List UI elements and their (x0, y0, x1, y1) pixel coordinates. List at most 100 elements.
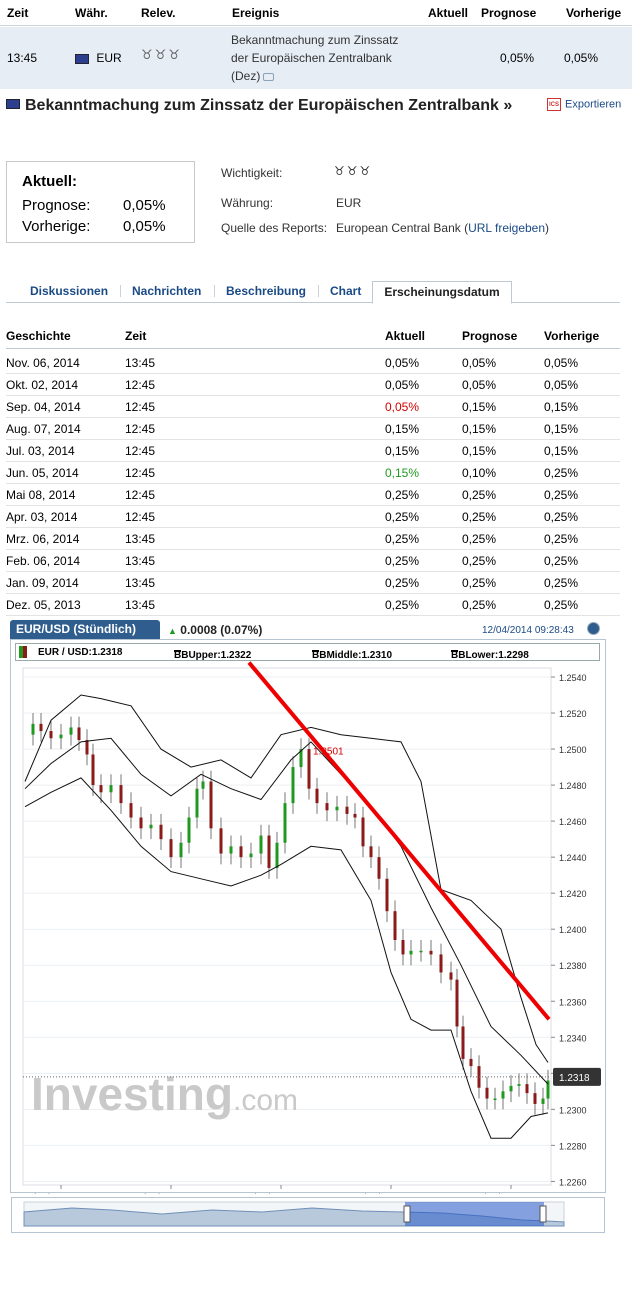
x-tick-label: 12/01/2014 14:00 (242, 1193, 320, 1194)
tab-news[interactable]: Nachrichten (132, 284, 202, 298)
candle (517, 1084, 521, 1086)
event-name[interactable]: Bekanntmachung zum Zinssatz der Europäis… (231, 31, 398, 85)
chart-symbol-tab[interactable]: EUR/USD (Stündlich) (10, 620, 160, 639)
bb-lower-line (24, 777, 549, 1139)
bull-importance-icon: ♉♉♉ (334, 164, 373, 178)
tab-release-dates[interactable]: Erscheinungsdatum (372, 281, 512, 304)
y-tick-label: 1.2360 (559, 997, 587, 1007)
candle (335, 806, 339, 811)
tab-chart[interactable]: Chart (330, 284, 362, 298)
hist-col-actual: Aktuell (385, 329, 426, 343)
event-line-1: Bekanntmachung zum Zinssatz (231, 33, 399, 47)
y-tick-label: 1.2300 (559, 1105, 587, 1115)
event-currency-cell: EUR (75, 51, 122, 65)
candle (209, 781, 213, 829)
candle (315, 788, 319, 804)
history-row: Nov. 06, 2014 13:45 0,05% 0,05% 0,05% (6, 352, 620, 374)
chart-navigator[interactable] (11, 1197, 605, 1233)
history-cell-actual: 0,25% (385, 510, 420, 524)
navigator-overview[interactable] (12, 1198, 606, 1234)
history-cell-forecast: 0,25% (462, 598, 497, 612)
col-time[interactable]: Zeit (7, 6, 29, 20)
history-cell-actual: 0,25% (385, 554, 420, 568)
bb-upper-line (24, 694, 549, 1063)
history-row: Sep. 04, 2014 12:45 0,05% 0,15% 0,15% (6, 396, 620, 418)
col-relevance[interactable]: Relev. (141, 6, 176, 20)
page-title-text[interactable]: Bekanntmachung zum Zinssatz der Europäis… (25, 97, 513, 114)
annotation-label: 1.2501 (313, 746, 344, 757)
history-cell-actual: 0,05% (385, 378, 420, 392)
col-currency[interactable]: Währ. (75, 6, 108, 20)
export-label: Exportieren (565, 98, 622, 111)
candle (239, 846, 243, 858)
candle (501, 1091, 505, 1099)
candle (49, 731, 53, 739)
history-cell-date: Dez. 05, 2013 (6, 598, 81, 612)
plot-area (22, 667, 552, 1186)
tab-divider (318, 285, 319, 297)
investing-watermark-sub: .com (233, 1084, 298, 1117)
candle (187, 817, 191, 843)
history-cell-previous: 0,25% (544, 598, 579, 612)
chart-change-value: 0.0008 (0.07%) (180, 623, 263, 637)
candle (546, 1080, 550, 1099)
candle (469, 1058, 473, 1067)
tab-discussions[interactable]: Diskussionen (30, 284, 109, 298)
history-row: Okt. 02, 2014 12:45 0,05% 0,05% 0,05% (6, 374, 620, 396)
candle (377, 857, 381, 879)
candle (299, 749, 303, 768)
candle (533, 1093, 537, 1104)
current-price-badge (553, 1067, 601, 1086)
candle (369, 846, 373, 858)
importance-label: Wichtigkeit: (221, 166, 283, 180)
col-previous[interactable]: Vorherige (566, 6, 622, 20)
candle (39, 723, 43, 732)
history-cell-actual: 0,15% (385, 466, 420, 480)
col-event[interactable]: Ereignis (232, 6, 280, 20)
history-cell-previous: 0,25% (544, 554, 579, 568)
source-link-close: ) (545, 221, 550, 235)
history-cell-forecast: 0,05% (462, 378, 497, 392)
candle (291, 767, 295, 804)
history-cell-time: 13:45 (125, 576, 156, 590)
history-cell-previous: 0,05% (544, 378, 579, 392)
price-chart[interactable]: 1.2540 1.2520 1.2500 1.2480 1.2460 1.2440 1.24… (11, 640, 607, 1194)
history-row: Feb. 06, 2014 13:45 0,25% 0,25% 0,25% (6, 550, 620, 572)
x-tick-label: 11/26/2014 16:00 (22, 1193, 100, 1194)
history-cell-time: 13:45 (125, 532, 156, 546)
history-cell-forecast: 0,25% (462, 554, 497, 568)
candle (449, 972, 453, 980)
history-row: Dez. 05, 2013 13:45 0,25% 0,25% 0,25% (6, 594, 620, 616)
history-cell-date: Feb. 06, 2014 (6, 554, 81, 568)
candle (455, 979, 459, 1027)
history-cell-forecast: 0,15% (462, 400, 497, 414)
history-row: Apr. 03, 2014 12:45 0,25% 0,25% 0,25% (6, 506, 620, 528)
history-cell-forecast: 0,25% (462, 510, 497, 524)
col-actual[interactable]: Aktuell (428, 6, 469, 20)
comment-icon[interactable] (263, 72, 275, 81)
y-tick-label: 1.2380 (559, 961, 587, 971)
history-cell-date: Okt. 02, 2014 (6, 378, 79, 392)
col-forecast[interactable]: Prognose (481, 6, 537, 20)
candle (179, 842, 183, 858)
event-row[interactable]: 13:45 EUR ♉♉♉ Bekanntmachung zum Zinssat… (0, 27, 632, 89)
source-label: Quelle des Reports: (221, 221, 328, 235)
hist-col-date: Geschichte (6, 329, 71, 343)
candle (229, 846, 233, 854)
tab-description[interactable]: Beschreibung (226, 284, 307, 298)
candle (129, 803, 133, 818)
export-link[interactable]: ICS Exportieren (547, 98, 621, 111)
history-cell-actual: 0,25% (385, 532, 420, 546)
history-row: Mai 08, 2014 12:45 0,25% 0,25% 0,25% (6, 484, 620, 506)
current-price-label: 1.2318 (559, 1073, 590, 1084)
history-cell-time: 12:45 (125, 378, 156, 392)
history-row: Jun. 05, 2014 12:45 0,15% 0,10% 0,25% (6, 462, 620, 484)
history-cell-time: 12:45 (125, 466, 156, 480)
candle (485, 1087, 489, 1099)
history-row: Jan. 09, 2014 13:45 0,25% 0,25% 0,25% (6, 572, 620, 594)
candle (267, 835, 271, 868)
chart-timestamp: 12/04/2014 09:28:43 (482, 625, 574, 636)
candle (325, 803, 329, 811)
refresh-icon[interactable] (587, 622, 600, 635)
source-url-link[interactable]: URL freigeben (468, 221, 546, 235)
